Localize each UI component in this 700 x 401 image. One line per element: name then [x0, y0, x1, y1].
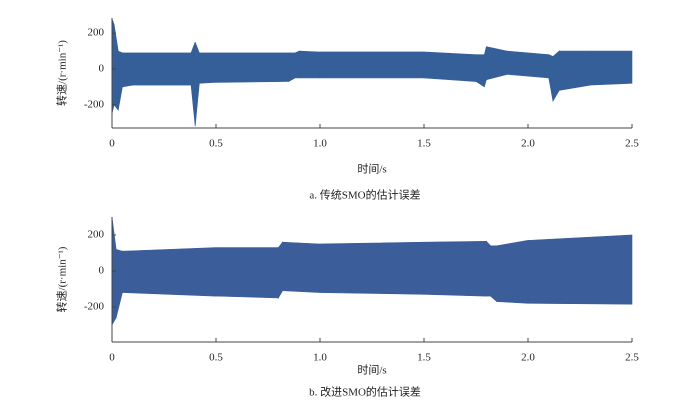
signal-band	[122, 52, 134, 88]
signal-band	[319, 241, 425, 295]
signal-band	[475, 54, 485, 88]
signal-band	[527, 234, 633, 305]
y-axis-label: 转速/(r·min⁻¹)	[55, 246, 69, 312]
x-tick-label: 0	[109, 352, 115, 364]
signal-band	[190, 42, 196, 127]
x-axis-label: 时间/s	[357, 163, 386, 176]
signal-band	[215, 52, 290, 83]
y-tick-label: 200	[88, 229, 105, 241]
x-axis-label: 时间/s	[357, 364, 386, 377]
x-tick-label: 1.0	[313, 138, 327, 150]
signal-band	[194, 42, 200, 127]
signal-band	[278, 241, 283, 300]
x-tick-label: 2.0	[521, 352, 535, 364]
signal-band	[552, 50, 560, 103]
x-tick-label: 2.5	[625, 138, 639, 150]
y-tick-label: 0	[99, 264, 105, 276]
signal-band	[590, 50, 633, 86]
caption: b. 改进SMO的估计误差	[309, 385, 421, 399]
signal-band	[423, 240, 487, 297]
signal-band	[558, 50, 591, 91]
signal-band	[122, 247, 217, 297]
caption: a. 传统SMO的估计误差	[309, 188, 420, 202]
x-tick-label: 2.5	[625, 352, 639, 364]
signal-band	[115, 248, 123, 318]
signal-band	[132, 52, 192, 86]
x-tick-label: 1.5	[417, 352, 431, 364]
signal-band	[486, 240, 491, 297]
signal-band	[423, 51, 477, 82]
y-tick-label: 200	[88, 27, 105, 39]
signal-band	[506, 50, 550, 79]
y-tick-label: 0	[99, 63, 105, 75]
signal-band	[319, 51, 425, 79]
signal-band	[298, 50, 321, 79]
x-tick-label: 1.5	[417, 138, 431, 150]
signal-band	[490, 245, 498, 303]
signal-band	[113, 24, 119, 111]
signal-band	[484, 46, 487, 87]
signal-band	[486, 46, 508, 81]
signal-band	[199, 52, 217, 84]
signal-band	[294, 50, 300, 79]
y-axis-label: 转速/(r·min⁻¹)	[55, 40, 69, 106]
x-tick-label: 0	[109, 138, 115, 150]
signal-band	[282, 241, 321, 293]
signal-band	[117, 50, 123, 111]
y-tick-label: -200	[84, 300, 105, 312]
signal-band	[215, 247, 279, 299]
y-tick-label: -200	[84, 98, 105, 110]
x-tick-label: 0.5	[209, 352, 223, 364]
signal-band	[496, 240, 529, 304]
x-tick-label: 2.0	[521, 138, 535, 150]
signal-band	[288, 52, 296, 83]
signal-band	[548, 54, 554, 102]
x-tick-label: 1.0	[313, 352, 327, 364]
x-tick-label: 0.5	[209, 138, 223, 150]
